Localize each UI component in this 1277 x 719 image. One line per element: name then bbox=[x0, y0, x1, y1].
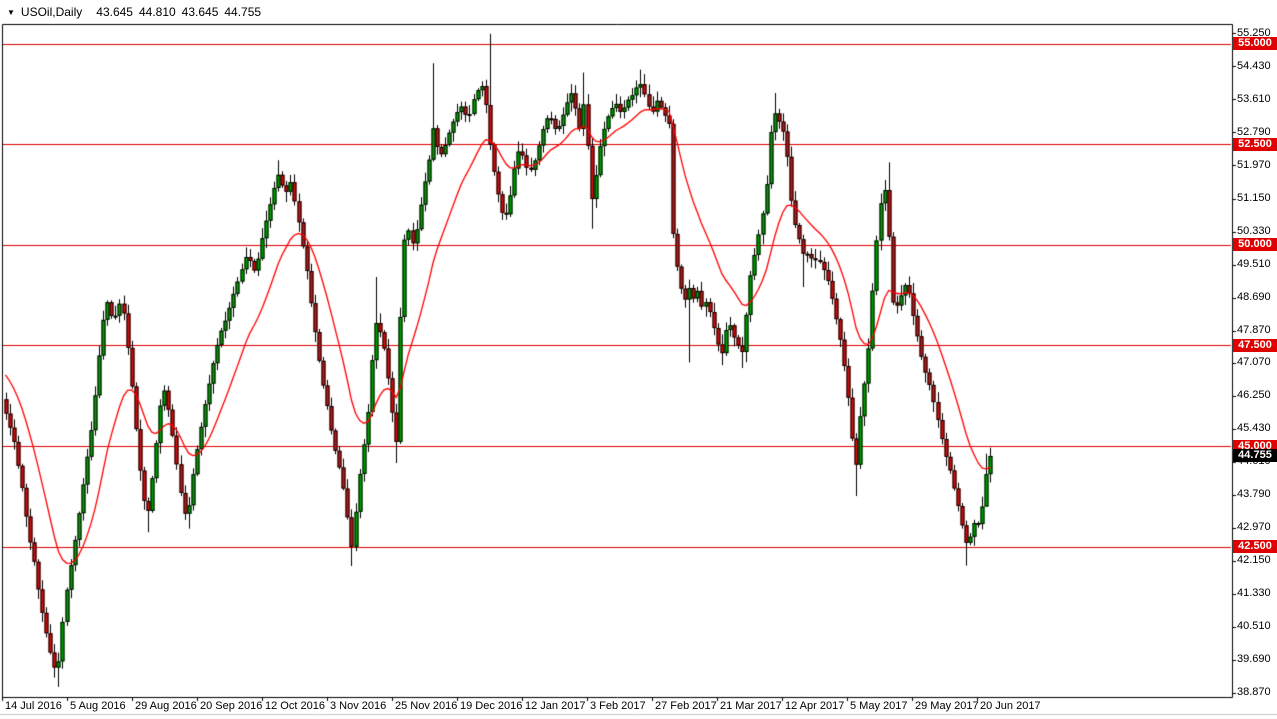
ohlc-close: 44.755 bbox=[224, 5, 262, 19]
price-level-badge: 47.500 bbox=[1233, 338, 1277, 352]
price-level-badge: 52.500 bbox=[1233, 137, 1277, 151]
date-tick-label: 27 Feb 2017 bbox=[655, 700, 717, 712]
price-tick-label: 51.970 bbox=[1237, 158, 1271, 171]
date-tick-label: 5 Aug 2016 bbox=[70, 700, 126, 712]
ohlc-high: 44.810 bbox=[138, 5, 176, 19]
price-tick-label: 48.690 bbox=[1237, 291, 1271, 304]
price-tick-label: 47.070 bbox=[1237, 356, 1271, 369]
date-tick-label: 25 Nov 2016 bbox=[395, 700, 458, 712]
price-level-badge: 55.000 bbox=[1233, 37, 1277, 50]
date-tick-label: 5 May 2017 bbox=[850, 700, 908, 712]
price-tick-label: 55.250 bbox=[1237, 26, 1271, 39]
date-tick-label: 29 May 2017 bbox=[915, 700, 979, 712]
price-tick-label: 54.430 bbox=[1237, 59, 1271, 72]
price-tick-label: 46.250 bbox=[1237, 389, 1271, 402]
price-tick-label: 43.790 bbox=[1237, 488, 1271, 501]
price-level-badge: 45.000 bbox=[1233, 439, 1277, 453]
date-tick-label: 20 Sep 2016 bbox=[200, 700, 263, 712]
date-tick-label: 21 Mar 2017 bbox=[720, 700, 782, 712]
price-level-badge: 42.500 bbox=[1233, 540, 1277, 554]
date-tick-label: 3 Feb 2017 bbox=[590, 700, 646, 712]
price-tick-label: 50.330 bbox=[1237, 225, 1271, 237]
date-tick-label: 3 Nov 2016 bbox=[330, 700, 387, 712]
price-tick-label: 39.690 bbox=[1237, 653, 1271, 666]
price-tick-label: 51.150 bbox=[1237, 192, 1271, 204]
date-tick-label: 14 Jul 2016 bbox=[5, 700, 62, 712]
date-tick-label: 12 Oct 2016 bbox=[265, 700, 325, 712]
price-tick-label: 52.790 bbox=[1237, 125, 1271, 138]
ohlc-open: 43.645 bbox=[96, 5, 133, 19]
price-tick-label: 40.510 bbox=[1237, 620, 1271, 633]
price-tick-label: 38.870 bbox=[1237, 686, 1271, 699]
price-tick-label: 49.510 bbox=[1237, 258, 1271, 271]
price-level-badge: 50.000 bbox=[1233, 238, 1277, 252]
price-tick-label: 47.870 bbox=[1237, 324, 1271, 337]
symbol-label: USOil,Daily bbox=[20, 5, 83, 19]
current-price-badge: 44.755 bbox=[1233, 449, 1277, 463]
price-tick-label: 45.430 bbox=[1237, 422, 1271, 435]
date-tick-label: 19 Dec 2016 bbox=[460, 700, 523, 712]
date-tick-label: 29 Aug 2016 bbox=[135, 700, 197, 712]
chart-title: ▼ USOil,Daily 43.645 44.810 43.645 44.75… bbox=[7, 3, 267, 21]
price-tick-label: 42.970 bbox=[1237, 521, 1271, 534]
price-tick-label: 53.610 bbox=[1237, 92, 1271, 105]
symbol-dropdown-icon[interactable]: ▼ bbox=[7, 7, 15, 17]
price-tick-label: 41.330 bbox=[1237, 587, 1271, 600]
price-tick-label: 42.150 bbox=[1237, 554, 1271, 567]
date-tick-label: 20 Jun 2017 bbox=[980, 700, 1041, 712]
date-tick-label: 12 Jan 2017 bbox=[525, 700, 586, 712]
ohlc-low: 43.645 bbox=[181, 5, 219, 19]
date-tick-label: 12 Apr 2017 bbox=[785, 700, 845, 712]
